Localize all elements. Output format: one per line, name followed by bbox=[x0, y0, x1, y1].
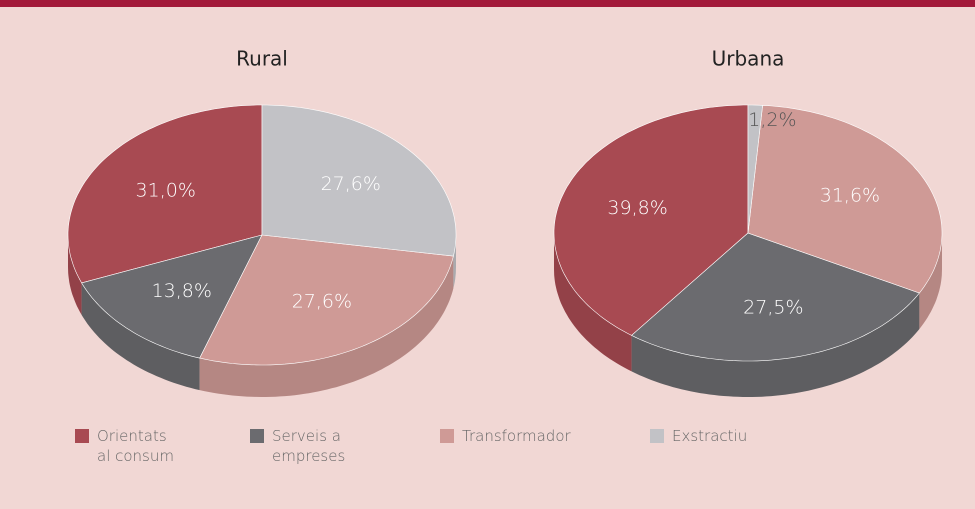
value-label: 13,8% bbox=[152, 280, 212, 302]
legend-item: Orientats al consum bbox=[75, 426, 175, 466]
value-label: 39,8% bbox=[607, 197, 667, 219]
slice bbox=[81, 234, 263, 359]
slice bbox=[747, 104, 763, 234]
slice-side bbox=[199, 256, 454, 397]
slice-side-shade bbox=[68, 235, 82, 315]
slice-side bbox=[919, 233, 942, 329]
slice bbox=[553, 104, 749, 336]
chart-title: Rural bbox=[236, 47, 288, 71]
legend-label: Orientats al consum bbox=[97, 427, 174, 465]
legend-item: Exstractiu bbox=[650, 426, 810, 446]
slice-side bbox=[453, 235, 456, 289]
slice-side bbox=[631, 293, 920, 397]
slice-side-shade bbox=[554, 233, 632, 372]
legend-swatch bbox=[250, 429, 264, 443]
slice bbox=[631, 232, 920, 362]
value-label: 27,6% bbox=[292, 290, 352, 312]
legend-swatch bbox=[650, 429, 664, 443]
slice bbox=[67, 104, 263, 284]
slice bbox=[747, 105, 943, 294]
slice-side bbox=[554, 233, 632, 372]
slice bbox=[199, 234, 454, 366]
legend-label: Exstractiu bbox=[672, 427, 748, 445]
legend-item: Serveis a empreses bbox=[250, 426, 350, 466]
value-label: 1,2% bbox=[748, 109, 796, 131]
legend-label: Serveis a empreses bbox=[272, 427, 346, 465]
slice-side-shade bbox=[919, 233, 942, 329]
legend-swatch bbox=[440, 429, 454, 443]
slice-side-shade bbox=[453, 235, 456, 289]
legend-swatch bbox=[75, 429, 89, 443]
legend-item: Transformador bbox=[440, 426, 600, 446]
value-label: 31,0% bbox=[136, 180, 196, 202]
value-label: 27,6% bbox=[321, 173, 381, 195]
slice-side-shade bbox=[199, 256, 454, 397]
top-bar bbox=[0, 0, 975, 7]
slice-side-shade bbox=[631, 293, 920, 397]
chart-title: Urbana bbox=[712, 47, 785, 71]
value-label: 27,5% bbox=[743, 296, 803, 318]
legend-label: Transformador bbox=[462, 427, 571, 445]
slice bbox=[261, 104, 457, 257]
slice-side bbox=[68, 235, 82, 315]
value-label: 31,6% bbox=[820, 184, 880, 206]
